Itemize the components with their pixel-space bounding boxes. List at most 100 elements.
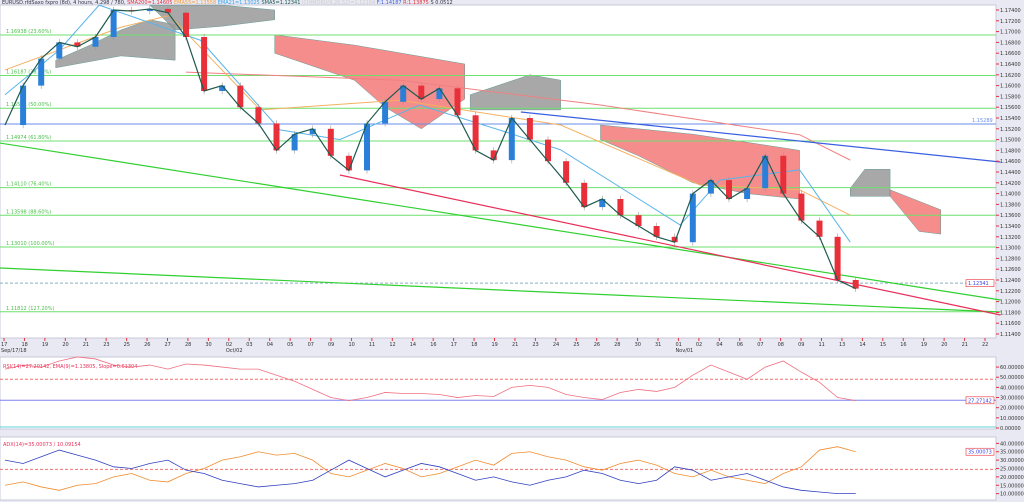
- price-tick-label: 1.14600: [1000, 159, 1021, 165]
- time-tick-label: 27: [165, 342, 171, 348]
- candle: [400, 85, 407, 102]
- candle: [309, 128, 316, 135]
- candle: [545, 139, 551, 162]
- time-tick-label: 20: [941, 342, 947, 348]
- time-tick-label: 09: [328, 342, 334, 348]
- time-tick-label: 18: [21, 342, 27, 348]
- adx-tick-label: 30.00000: [1000, 458, 1024, 464]
- candle: [201, 37, 208, 91]
- time-tick-label: 20: [62, 342, 68, 348]
- time-tick-label: 28: [614, 342, 620, 348]
- time-tick-label: 16: [900, 342, 906, 348]
- r-label: R:1.13875: [403, 0, 429, 6]
- ichimoku-cloud: [149, 4, 275, 31]
- price-tick-label: 1.13600: [1000, 213, 1021, 219]
- price-tick-label: 1.17200: [1000, 19, 1021, 25]
- price-tick-label: 1.15200: [1000, 127, 1021, 133]
- symbol-label: EURUSD.rfdSaxo fxpro (8d), 4 hours, 4.29…: [2, 0, 126, 6]
- time-tick-label: 09: [798, 342, 804, 348]
- fib-label: 1.13010 (100.00%): [6, 241, 54, 247]
- rsi-current-label: 27.27142: [968, 398, 992, 404]
- adx-tick-label: 10.00000: [1000, 492, 1024, 498]
- candle: [291, 134, 298, 151]
- time-tick-label: 05: [287, 342, 293, 348]
- price-tick-label: 1.16400: [1000, 62, 1021, 68]
- trendline: [520, 111, 1001, 163]
- ichimoku-cloud: [469, 74, 561, 111]
- trendline: [0, 142, 1001, 301]
- candle: [164, 8, 171, 13]
- price-tick-label: 1.12000: [1000, 300, 1021, 306]
- price-tick-label: 1.12800: [1000, 256, 1021, 262]
- time-tick-label: 16: [430, 342, 436, 348]
- time-tick-label: 15: [880, 342, 886, 348]
- candle: [599, 199, 606, 208]
- time-tick-label: 14: [859, 342, 865, 348]
- candle: [38, 58, 45, 86]
- adx-title: ADX(14)=35.00073 / 10.09154: [3, 442, 81, 448]
- time-tick-label: 31: [655, 342, 661, 348]
- current-price-box: [965, 279, 995, 287]
- time-tick-label: 07: [757, 342, 763, 348]
- price-tick-label: 1.17000: [1000, 30, 1021, 36]
- trendline: [339, 174, 1001, 316]
- price-tick-label: 1.14400: [1000, 170, 1021, 176]
- candle: [563, 161, 570, 183]
- main-plot: [0, 4, 997, 339]
- price-tick-label: 1.15000: [1000, 138, 1021, 144]
- price-tick-label: 1.14000: [1000, 192, 1021, 198]
- time-tick-label: 23: [103, 342, 109, 348]
- ichimoku-label: ICHIMOKU(9,26,52)=1.12104: [302, 0, 376, 6]
- candle: [707, 180, 714, 194]
- candle: [671, 236, 678, 243]
- price-tick-label: 1.14800: [1000, 148, 1021, 154]
- price-tick-label: 1.15600: [1000, 105, 1021, 111]
- candle: [581, 182, 588, 208]
- time-tick-label: 23: [532, 342, 538, 348]
- candle: [219, 85, 226, 91]
- adx-plot: [0, 436, 997, 501]
- adx-tick-label: 40.00000: [1000, 441, 1024, 447]
- time-tick-label: 18: [471, 342, 477, 348]
- time-tick-label: 03: [246, 342, 252, 348]
- price-tick-label: 1.13800: [1000, 202, 1021, 208]
- fib-label: 1.11812 (127.20%): [6, 306, 54, 312]
- price-tick-label: 1.14200: [1000, 181, 1021, 187]
- price-tick-label: 1.11800: [1000, 310, 1021, 316]
- price-tick-label: 1.17400: [1000, 8, 1021, 14]
- adx-line: [4, 449, 856, 495]
- price-tick-label: 1.11600: [1000, 321, 1021, 327]
- time-tick-label: 02: [226, 342, 232, 348]
- rsi-tick-label: 50.00000: [1000, 375, 1024, 381]
- candle: [744, 188, 751, 199]
- ichimoku-cloud: [850, 169, 891, 197]
- ichimoku-cloud: [600, 124, 800, 200]
- candle: [436, 88, 443, 100]
- time-tick-label: 19: [921, 342, 927, 348]
- candle: [816, 220, 823, 237]
- price-tick-label: 1.15400: [1000, 116, 1021, 122]
- candle: [472, 115, 479, 151]
- time-tick-label: 19: [492, 342, 498, 348]
- time-tick-label: 21: [83, 342, 89, 348]
- candle: [490, 150, 497, 161]
- time-tick-label: 08: [778, 342, 784, 348]
- rsi-tick-label: 20.00000: [1000, 406, 1024, 412]
- candle: [237, 85, 244, 108]
- candle: [327, 128, 334, 156]
- candle: [635, 215, 642, 226]
- price-tick-label: 1.12400: [1000, 278, 1021, 284]
- rsi-tick-label: 30.00000: [1000, 396, 1024, 402]
- price-tick-label: 1.12600: [1000, 267, 1021, 273]
- time-sublabel: Oct/02: [226, 348, 243, 354]
- sma200-label: SMA200=1.14605: [127, 0, 173, 6]
- time-sublabel: Nov/01: [675, 348, 693, 354]
- candle: [834, 236, 841, 280]
- time-tick-label: 25: [573, 342, 579, 348]
- time-tick-label: 25: [124, 342, 130, 348]
- ma-line-ema21: [4, 4, 851, 243]
- rsi-tick-label: 40.00000: [1000, 385, 1024, 391]
- candle: [526, 118, 533, 140]
- time-tick-label: 06: [737, 342, 743, 348]
